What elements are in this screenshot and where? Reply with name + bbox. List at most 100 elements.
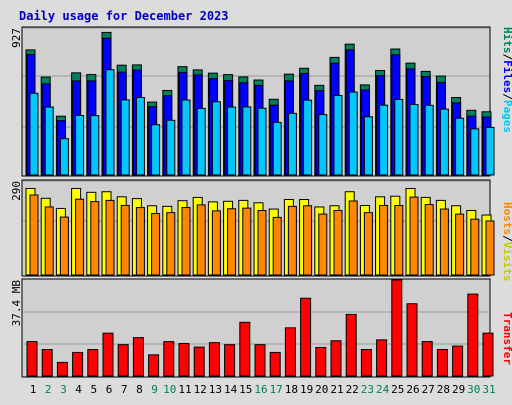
svg-text:Hosts/Visits: Hosts/Visits (501, 202, 512, 282)
pages-bar-12 (196, 107, 206, 176)
pages-bar-25 (394, 98, 404, 176)
hosts-bar-30 (470, 218, 480, 276)
pages-bar-30 (470, 128, 480, 176)
pages-bar-29 (455, 117, 465, 176)
hosts-bar-13 (211, 210, 221, 276)
hosts-bar-20 (318, 213, 328, 276)
pages-bar-15 (242, 106, 252, 176)
day-label-28: 28 (437, 383, 450, 396)
hosts-bar-27 (424, 204, 434, 276)
day-label-6: 6 (106, 383, 113, 396)
hosts-bar-19 (303, 205, 313, 276)
hosts-bar-23 (363, 212, 373, 276)
hosts-bar-3 (59, 216, 69, 276)
transfer-bar-7 (117, 344, 129, 377)
day-label-14: 14 (224, 383, 238, 396)
bar-layer (25, 31, 495, 377)
hosts-bar-17 (272, 216, 282, 276)
pages-bar-10 (166, 119, 176, 176)
pages-bar-24 (379, 104, 389, 176)
day-label-17: 17 (270, 383, 283, 396)
pages-bar-28 (439, 108, 449, 176)
day-label-4: 4 (75, 383, 82, 396)
day-label-7: 7 (121, 383, 128, 396)
hosts-bar-18 (287, 205, 297, 276)
pages-bar-3 (59, 138, 69, 176)
hosts-bar-11 (181, 207, 191, 276)
hosts-bar-21 (333, 210, 343, 276)
pages-bar-4 (75, 114, 85, 176)
day-label-1: 1 (30, 383, 37, 396)
hosts-bar-12 (196, 204, 206, 276)
pages-bar-16 (257, 107, 267, 176)
pages-bar-8 (135, 97, 145, 176)
transfer-bar-8 (132, 337, 144, 377)
hosts-bar-29 (455, 213, 465, 276)
transfer-bar-17 (269, 351, 281, 377)
day-label-25: 25 (391, 383, 404, 396)
day-label-18: 18 (285, 383, 298, 396)
transfer-bar-14 (224, 344, 236, 377)
visits-axis-label: Hosts/Visits (501, 202, 512, 282)
day-label-31: 31 (482, 383, 495, 396)
hits-axis-label: Hits/Files/Pages (501, 27, 512, 133)
transfer-bar-2 (41, 349, 53, 377)
hosts-bar-28 (439, 208, 449, 276)
pages-bar-20 (318, 114, 328, 176)
transfer-bar-3 (56, 361, 68, 377)
hosts-bar-6 (105, 199, 115, 276)
transfer-axis-label: Transfer (501, 312, 512, 365)
day-label-26: 26 (406, 383, 419, 396)
svg-text:Hits/Files/Pages: Hits/Files/Pages (501, 27, 512, 133)
transfer-bar-16 (254, 344, 266, 377)
day-labels: 1 2 3 4 5 6 7 8 9 10 11 12 13 14 15 16 17 18 19 20 21 22 23 24 2… (30, 383, 496, 396)
pages-bar-26 (409, 103, 419, 176)
hosts-bar-24 (379, 204, 389, 276)
hosts-bar-25 (394, 204, 404, 276)
day-label-22: 22 (346, 383, 359, 396)
transfer-bar-13 (208, 342, 220, 377)
transfer-bar-9 (148, 354, 160, 377)
transfer-bar-19 (300, 297, 312, 377)
transfer-max-label: 37.4 MB (10, 280, 23, 327)
hosts-bar-16 (257, 210, 267, 276)
pages-bar-27 (424, 104, 434, 176)
pages-bar-19 (303, 99, 313, 176)
transfer-bar-31 (482, 332, 494, 377)
hosts-bar-4 (75, 198, 85, 276)
day-label-15: 15 (239, 383, 252, 396)
transfer-bar-27 (421, 341, 433, 377)
transfer-bar-5 (87, 349, 99, 377)
hosts-bar-2 (44, 206, 54, 276)
hits-max-label: 927 (10, 28, 23, 48)
day-label-3: 3 (60, 383, 67, 396)
transfer-bar-1 (26, 341, 38, 377)
day-label-9: 9 (151, 383, 158, 396)
hosts-bar-5 (90, 201, 100, 276)
pages-bar-5 (90, 115, 100, 176)
pages-bar-1 (29, 92, 39, 176)
day-label-13: 13 (209, 383, 222, 396)
transfer-bar-10 (163, 341, 175, 377)
pages-bar-23 (363, 116, 373, 176)
transfer-bar-29 (452, 345, 464, 377)
pages-axis-part: Pages (501, 100, 512, 133)
hits-axis-part: Hits (501, 27, 512, 54)
transfer-bar-22 (345, 313, 357, 377)
day-label-16: 16 (254, 383, 267, 396)
transfer-bar-11 (178, 342, 190, 377)
day-label-27: 27 (422, 383, 435, 396)
day-label-5: 5 (90, 383, 97, 396)
day-label-29: 29 (452, 383, 465, 396)
hosts-bar-8 (135, 207, 145, 276)
transfer-bar-6 (102, 332, 114, 377)
hosts-bar-15 (242, 207, 252, 276)
visits-axis-part: Visits (501, 242, 512, 282)
transfer-bar-4 (72, 351, 84, 377)
transfer-bar-25 (391, 279, 403, 377)
hosts-axis-part: Hosts (501, 202, 512, 235)
pages-bar-6 (105, 69, 115, 176)
pages-bar-7 (120, 99, 130, 176)
pages-bar-31 (485, 126, 495, 176)
